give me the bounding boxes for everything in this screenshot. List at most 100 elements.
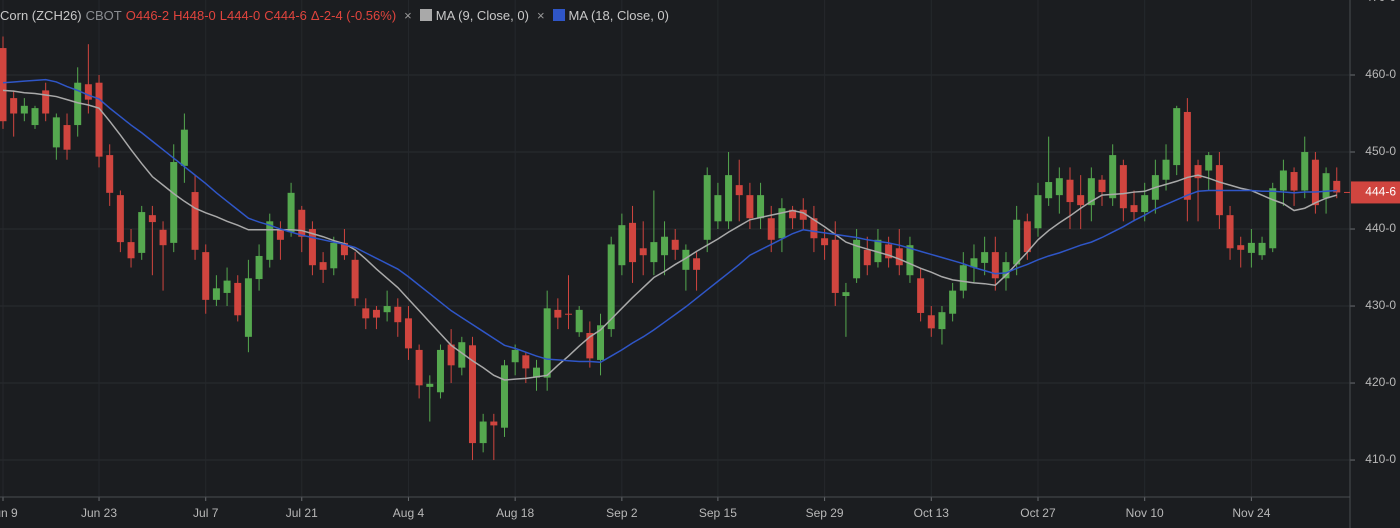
candle-body — [148, 215, 156, 223]
chart-header: Corn (ZCH26) CBOT O446-2 H448-0 L444-0 C… — [0, 6, 669, 24]
remove-icon[interactable]: × — [404, 7, 412, 23]
last-price-label: 444-6 — [1365, 185, 1396, 199]
x-tick-label: Jul 7 — [193, 506, 219, 520]
candle-body — [639, 248, 647, 256]
candle-body — [607, 244, 615, 330]
candle-body — [1002, 262, 1010, 279]
legend-swatch — [419, 9, 432, 21]
candle-body — [1173, 108, 1181, 166]
candle-body — [789, 209, 797, 219]
candle-body — [106, 155, 114, 193]
candle-body — [1013, 219, 1021, 265]
candle-body — [1279, 170, 1287, 191]
change-label: Δ-2-4 (-0.56%) — [310, 7, 397, 23]
low-label: L444-0 — [219, 7, 261, 23]
candle-body — [586, 332, 594, 359]
candle-body — [1130, 205, 1138, 213]
x-tick-label: Aug 18 — [496, 506, 534, 520]
y-tick-label: 440-0 — [1365, 221, 1396, 235]
x-tick-label: Jun 9 — [0, 506, 18, 520]
candle-body — [287, 192, 295, 233]
candle-body — [874, 239, 882, 263]
exchange: CBOT — [85, 7, 122, 23]
candle-body — [927, 315, 935, 329]
candle-body — [885, 244, 893, 259]
candle-body — [895, 248, 903, 266]
candle-body — [1237, 245, 1245, 250]
candle-body — [426, 383, 434, 387]
candle-body — [778, 208, 786, 239]
candle-body — [479, 421, 487, 444]
candle-body — [95, 82, 103, 157]
x-tick-label: Sep 2 — [606, 506, 638, 520]
candle-body — [906, 245, 914, 276]
candle-body — [319, 262, 327, 270]
candle-body — [404, 318, 412, 349]
candle-body — [490, 421, 498, 426]
candle-body — [1087, 178, 1095, 206]
y-tick-label: 420-0 — [1365, 375, 1396, 389]
candle-body — [362, 308, 370, 319]
candle-body — [629, 222, 637, 263]
candle-body — [650, 242, 658, 263]
candle-body — [853, 239, 861, 279]
last-price-tag — [1351, 181, 1400, 204]
candle-body — [1290, 172, 1298, 191]
x-tick-label: Sep 29 — [806, 506, 844, 520]
candle-body — [575, 309, 583, 333]
remove-icon[interactable]: × — [536, 7, 545, 23]
high-label: H448-0 — [173, 7, 216, 23]
candle-body — [42, 90, 50, 114]
legend-label: MA (18, Close, 0) — [568, 7, 669, 23]
candle-body — [831, 239, 839, 293]
y-tick-label: 460-0 — [1365, 67, 1396, 81]
candle-body — [1055, 178, 1063, 196]
candle-body — [757, 195, 765, 219]
candle-body — [351, 259, 359, 299]
candle-body — [1034, 195, 1042, 229]
candle-body — [436, 349, 444, 393]
candle-body — [244, 278, 252, 337]
candle-body — [981, 252, 989, 263]
candle-body — [31, 108, 39, 126]
candle-body — [693, 258, 701, 270]
candle-body — [554, 309, 562, 318]
candle-body — [959, 265, 967, 291]
candle-body — [159, 229, 167, 246]
candle-body — [842, 292, 850, 297]
candle-body — [308, 229, 316, 266]
candle-body — [1322, 173, 1330, 199]
candle-body — [1119, 165, 1127, 209]
candle-body — [1162, 159, 1170, 180]
candle-body — [543, 308, 551, 378]
candle-body — [1258, 242, 1266, 256]
legend-label: MA (9, Close, 0) — [435, 7, 529, 23]
x-tick-label: Oct 27 — [1020, 506, 1056, 520]
x-tick-label: Jul 21 — [286, 506, 318, 520]
candle-body — [1247, 242, 1255, 253]
candle-body — [533, 367, 540, 378]
candle-body — [725, 175, 733, 222]
candle-body — [661, 236, 669, 256]
candle-body — [84, 84, 92, 100]
candle-body — [618, 225, 626, 266]
candle-body — [917, 278, 925, 313]
chart-title: Corn (ZCH26) — [0, 7, 82, 23]
candle-body — [991, 252, 999, 279]
candle-body — [1194, 165, 1202, 179]
candle-body — [1226, 215, 1234, 249]
candle-body — [1045, 182, 1053, 199]
candle-body — [415, 349, 423, 386]
candle-body — [597, 325, 605, 360]
candle-body — [180, 129, 188, 166]
candle-body — [821, 238, 829, 246]
candle-body — [383, 306, 391, 313]
candle-body — [1109, 155, 1117, 199]
candle-body — [1333, 180, 1341, 193]
candle-body — [949, 290, 957, 314]
x-tick-label: Sep 15 — [699, 506, 737, 520]
candle-body — [255, 255, 263, 280]
candle-body — [810, 218, 818, 239]
candle-body — [511, 349, 519, 363]
